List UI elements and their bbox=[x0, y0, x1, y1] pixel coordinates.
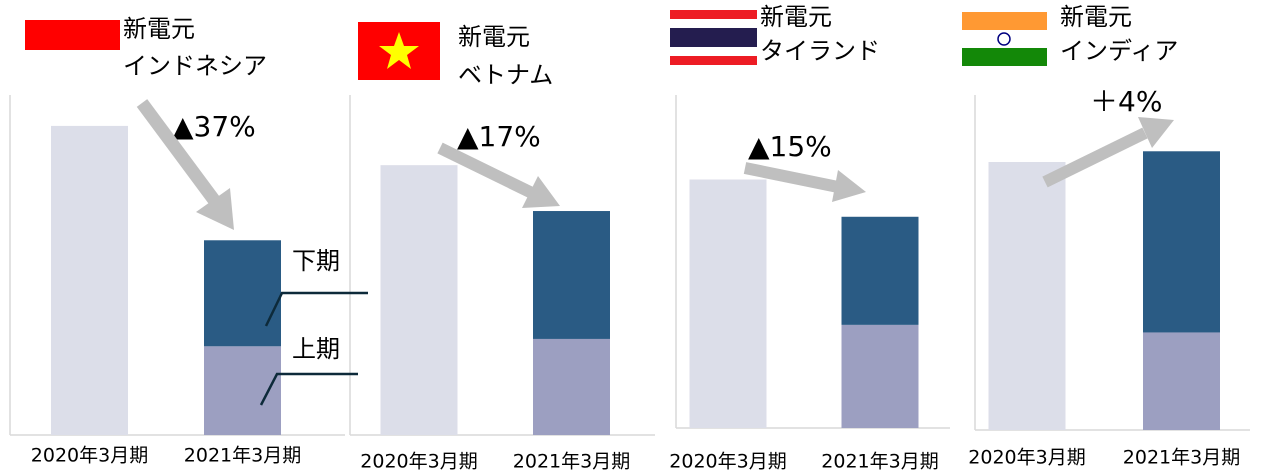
change-label: ▲17% bbox=[457, 120, 541, 153]
x-tick-label: 2020年3月期 bbox=[669, 451, 786, 470]
x-tick-label: 2021年3月期 bbox=[513, 451, 630, 470]
panel-title: 新電元 bbox=[1060, 3, 1132, 31]
flag-thailand bbox=[670, 10, 757, 65]
bar-segment bbox=[204, 240, 281, 347]
flag-indonesia bbox=[25, 20, 120, 80]
x-tick-label: 2020年3月期 bbox=[360, 451, 477, 470]
panel-title: ベトナム bbox=[458, 61, 553, 89]
change-label: ▲37% bbox=[172, 110, 256, 143]
bar bbox=[988, 162, 1066, 430]
bar bbox=[51, 125, 128, 435]
legend-label: 下期 bbox=[292, 247, 340, 275]
x-tick-label: 2020年3月期 bbox=[968, 447, 1085, 469]
x-tick-label: 2021年3月期 bbox=[821, 451, 938, 470]
trend-arrow bbox=[136, 99, 1174, 230]
panel-title: 新電元 bbox=[458, 23, 530, 51]
panel-title: 新電元 bbox=[760, 3, 832, 31]
change-label: ▲15% bbox=[748, 130, 832, 163]
flag-vietnam bbox=[358, 22, 440, 80]
bar-segment bbox=[1143, 332, 1220, 430]
x-tick-label: 2020年3月期 bbox=[31, 445, 148, 467]
panel-title: インドネシア bbox=[123, 52, 267, 80]
panel-title: 新電元 bbox=[123, 15, 195, 43]
panel-title: インディア bbox=[1060, 37, 1178, 65]
panel-title: タイランド bbox=[760, 37, 880, 65]
x-tick-label: 2021年3月期 bbox=[184, 445, 301, 467]
bar bbox=[380, 165, 458, 435]
bar bbox=[689, 179, 767, 428]
legend-leader bbox=[259, 291, 368, 406]
legend-label: 上期 bbox=[292, 335, 340, 363]
bar-segment bbox=[1143, 151, 1220, 333]
bar-segment bbox=[841, 216, 919, 325]
bar-segment bbox=[533, 211, 610, 339]
bar-segment bbox=[841, 324, 919, 428]
flag-india bbox=[962, 12, 1047, 66]
bar-segment bbox=[533, 338, 610, 435]
x-tick-label: 2021年3月期 bbox=[1123, 447, 1240, 469]
change-label: ＋4% bbox=[1090, 85, 1162, 118]
